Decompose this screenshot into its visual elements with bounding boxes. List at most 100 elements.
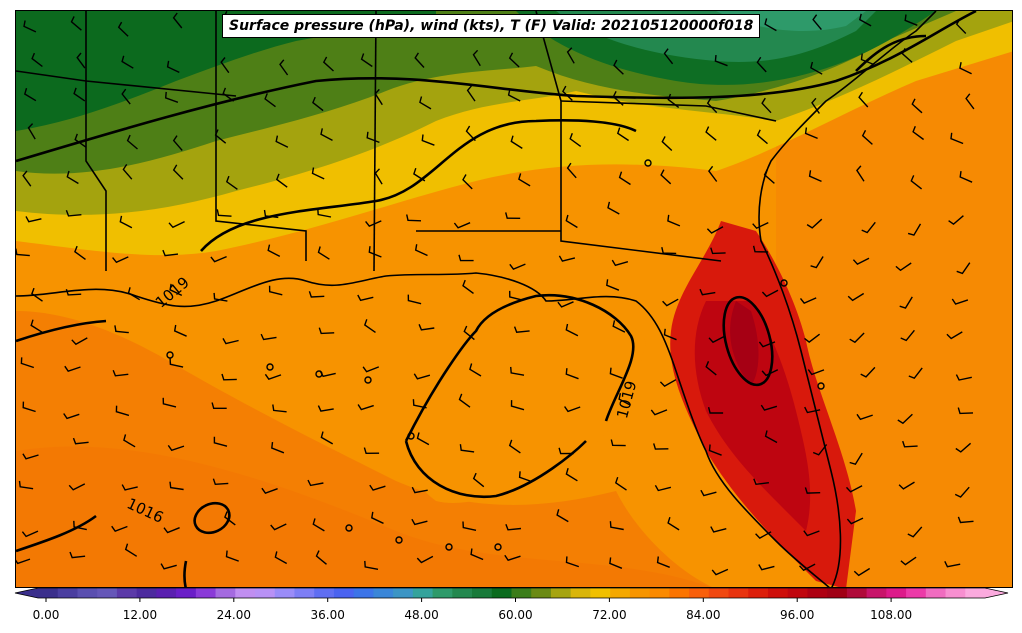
- wind-barb: [121, 484, 138, 491]
- colorbar-bin: [274, 588, 295, 598]
- wind-barb: [804, 127, 818, 140]
- wind-barb: [957, 516, 974, 524]
- wind-barb: [849, 452, 863, 466]
- wind-barb: [413, 373, 431, 380]
- wind-barb: [163, 527, 180, 534]
- wind-barb: [897, 413, 913, 425]
- colorbar-tick-label: 60.00: [498, 608, 532, 622]
- colorbar-bin: [77, 588, 98, 598]
- wind-barb: [271, 442, 285, 454]
- wind-barb: [808, 170, 822, 183]
- wind-barb: [21, 530, 39, 538]
- wind-barb: [30, 319, 43, 333]
- wind-barb: [264, 93, 276, 108]
- wind-barb: [618, 393, 631, 406]
- colorbar-bin: [412, 588, 434, 598]
- wind-barb: [708, 335, 725, 344]
- colorbar-tick-label: 48.00: [404, 608, 438, 622]
- wind-barb: [416, 432, 430, 446]
- wind-barb: [411, 486, 428, 494]
- wind-barb: [710, 247, 726, 255]
- colorbar-bin: [886, 588, 907, 598]
- wind-barb: [20, 357, 35, 369]
- wind-barb: [212, 478, 229, 486]
- wind-barb: [362, 366, 380, 373]
- colorbar-bin: [38, 588, 59, 598]
- wind-barb: [558, 255, 576, 262]
- wind-barb: [707, 407, 724, 414]
- wind-barb: [954, 486, 970, 498]
- wind-barb: [25, 216, 42, 223]
- wind-barb: [363, 447, 380, 455]
- wind-barb: [798, 563, 816, 572]
- wind-barb: [114, 325, 129, 334]
- wind-barb: [752, 245, 769, 253]
- wind-barb: [472, 49, 481, 67]
- colorbar-bin: [925, 588, 947, 598]
- colorbar-bin: [906, 588, 927, 598]
- colorbar-bin: [97, 588, 118, 598]
- colorbar-bin: [156, 588, 177, 598]
- wind-barb: [222, 87, 235, 102]
- wind-barb: [462, 521, 477, 531]
- wind-barb: [66, 170, 79, 185]
- colorbar-bin: [491, 588, 512, 598]
- wind-barb: [364, 560, 379, 570]
- wind-barb: [565, 214, 578, 229]
- wind-barb: [63, 413, 80, 420]
- wind-barb: [804, 406, 821, 414]
- temperature-field-map: 1019 1019 1016: [16, 11, 1012, 587]
- wind-barb: [565, 468, 578, 482]
- wind-barb: [122, 164, 133, 180]
- calm-wind-markers: [166, 159, 825, 551]
- wind-barb: [123, 434, 136, 448]
- colorbar-bin: [748, 588, 769, 598]
- wind-barb: [804, 487, 821, 494]
- wind-barb: [904, 14, 918, 26]
- wind-barb: [169, 358, 184, 368]
- wind-barb: [465, 125, 476, 142]
- wind-barb: [611, 259, 629, 267]
- wind-barb: [31, 52, 43, 68]
- wind-barb: [363, 319, 376, 333]
- wind-barb: [610, 439, 626, 447]
- wind-barb: [115, 405, 130, 417]
- wind-barb: [421, 134, 435, 146]
- wind-barb: [222, 338, 239, 345]
- wind-barb: [172, 12, 183, 29]
- wind-barb: [895, 262, 912, 272]
- wind-barb: [950, 132, 964, 145]
- wind-barb: [662, 298, 679, 307]
- colorbar-bin: [965, 588, 986, 598]
- wind-barb: [368, 246, 382, 258]
- wind-barb: [412, 399, 427, 409]
- wind-barb: [764, 18, 777, 32]
- wind-barb: [860, 53, 874, 66]
- wind-barb: [761, 369, 779, 377]
- wind-barb: [16, 248, 30, 257]
- wind-barb: [65, 288, 82, 296]
- wind-barb: [73, 520, 87, 531]
- colorbar-bin: [610, 588, 631, 598]
- wind-barb: [807, 369, 825, 376]
- wind-barb: [612, 90, 624, 106]
- wind-barb: [852, 257, 870, 265]
- wind-barb: [518, 173, 531, 187]
- wind-barb: [659, 379, 677, 387]
- colorbar-bin: [846, 588, 868, 598]
- wind-barb: [414, 52, 425, 68]
- wind-barb: [609, 557, 623, 569]
- wind-barb: [565, 556, 580, 568]
- wind-barb: [706, 97, 718, 114]
- wind-barb: [466, 85, 476, 102]
- wind-barb: [169, 481, 184, 491]
- wind-barb: [513, 326, 530, 333]
- wind-barb: [469, 363, 482, 377]
- wind-barb: [752, 221, 769, 230]
- wind-barb: [260, 333, 277, 341]
- wind-barb: [613, 59, 624, 75]
- wind-barb: [811, 97, 820, 114]
- wind-barb: [710, 526, 727, 533]
- colorbar-bin: [215, 588, 236, 598]
- wind-barb: [117, 21, 129, 37]
